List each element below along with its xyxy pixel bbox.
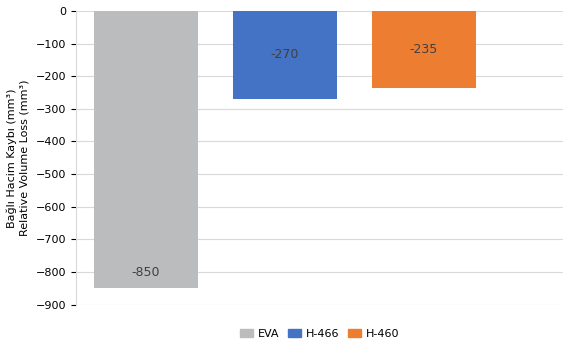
Bar <box>93 11 198 288</box>
Y-axis label: Bağlı Hacim Kaybı (mm³)
Relative Volume Loss (mm³): Bağlı Hacim Kaybı (mm³) Relative Volume … <box>7 80 29 236</box>
Legend: EVA, H-466, H-460: EVA, H-466, H-460 <box>235 324 404 343</box>
Text: -235: -235 <box>410 43 438 56</box>
Text: -850: -850 <box>132 265 160 279</box>
Text: -270: -270 <box>271 48 299 62</box>
Bar <box>233 11 337 99</box>
Bar <box>372 11 476 88</box>
